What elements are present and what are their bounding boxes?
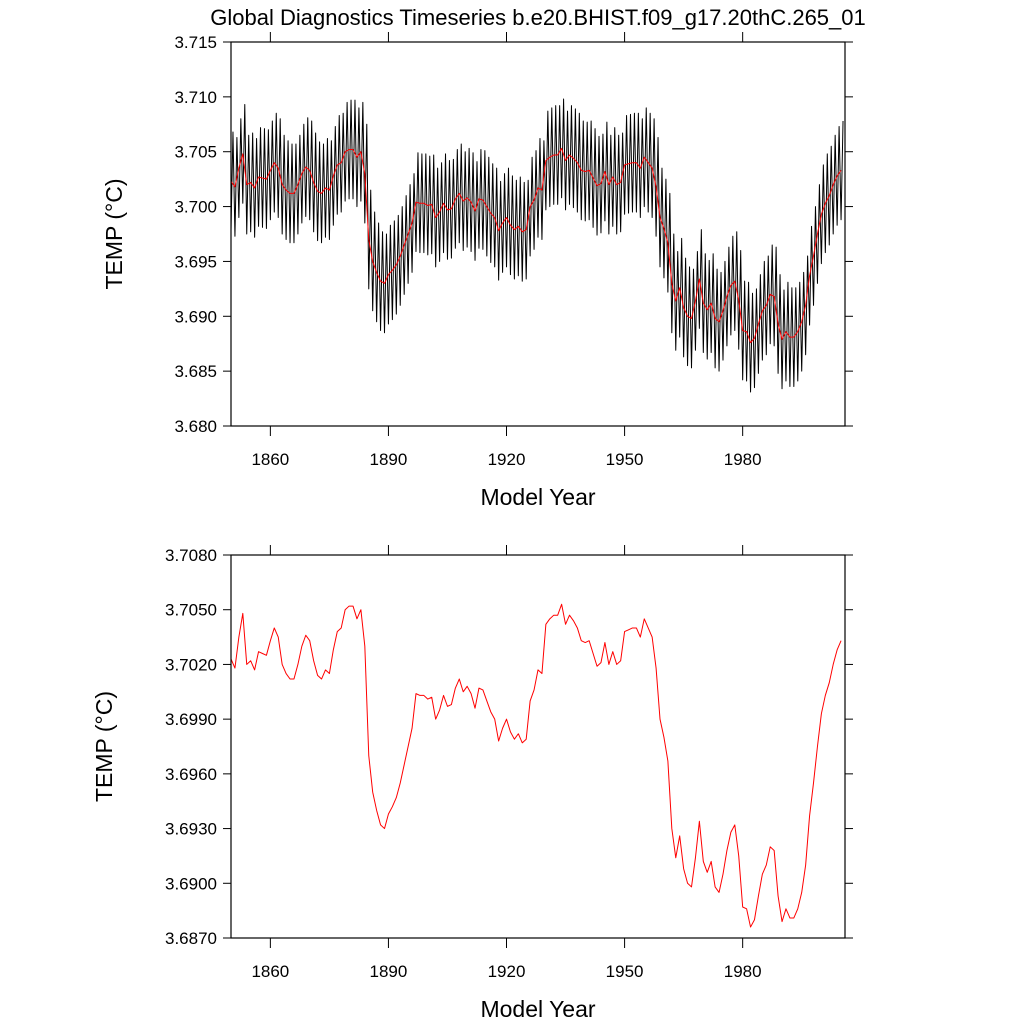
y-axis-title: TEMP (°C) xyxy=(101,179,127,290)
y-axis-title: TEMP (°C) xyxy=(91,691,117,802)
y-tick-label: 3.7020 xyxy=(165,655,217,674)
y-tick-label: 3.6870 xyxy=(165,929,217,948)
x-tick-label: 1860 xyxy=(251,962,289,981)
y-tick-label: 3.715 xyxy=(174,33,217,52)
y-tick-label: 3.6960 xyxy=(165,765,217,784)
y-tick-label: 3.6990 xyxy=(165,710,217,729)
y-tick-label: 3.680 xyxy=(174,417,217,436)
x-axis-title: Model Year xyxy=(480,996,595,1022)
x-tick-label: 1950 xyxy=(606,962,644,981)
y-tick-label: 3.700 xyxy=(174,198,217,217)
y-tick-label: 3.6930 xyxy=(165,820,217,839)
x-tick-label: 1980 xyxy=(724,450,762,469)
y-tick-label: 3.7050 xyxy=(165,601,217,620)
x-tick-label: 1890 xyxy=(370,450,408,469)
chart-title: Global Diagnostics Timeseries b.e20.BHIS… xyxy=(210,5,866,30)
y-tick-label: 3.685 xyxy=(174,362,217,381)
x-tick-label: 1980 xyxy=(724,962,762,981)
plot-frame xyxy=(230,554,846,939)
data-line xyxy=(230,98,844,393)
x-tick-label: 1860 xyxy=(251,450,289,469)
x-tick-label: 1890 xyxy=(370,962,408,981)
x-tick-label: 1920 xyxy=(488,450,526,469)
x-axis-title: Model Year xyxy=(480,484,595,510)
x-tick-label: 1920 xyxy=(488,962,526,981)
data-line xyxy=(230,603,842,928)
x-tick-label: 1950 xyxy=(606,450,644,469)
data-line xyxy=(230,147,842,344)
y-tick-label: 3.7080 xyxy=(165,546,217,565)
plot-frame xyxy=(230,41,846,427)
y-tick-label: 3.710 xyxy=(174,88,217,107)
y-tick-label: 3.705 xyxy=(174,143,217,162)
y-tick-label: 3.695 xyxy=(174,252,217,271)
y-tick-label: 3.6900 xyxy=(165,874,217,893)
y-tick-label: 3.690 xyxy=(174,307,217,326)
